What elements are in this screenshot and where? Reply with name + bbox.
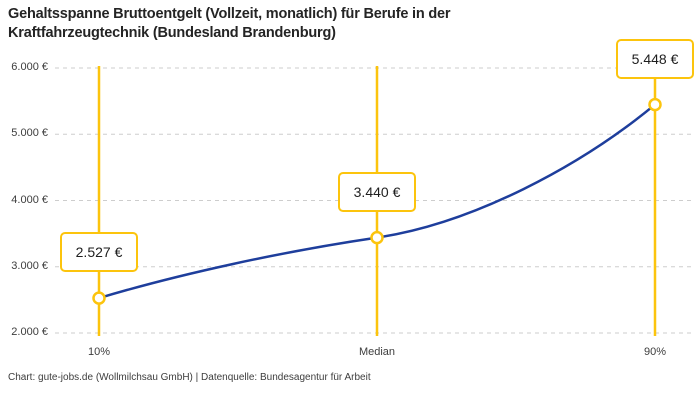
y-axis-tick-5000: 5.000 € xyxy=(11,127,48,140)
x-axis-label-90pct: 90% xyxy=(643,346,667,358)
x-axis-label-10pct: 10% xyxy=(87,346,111,358)
value-label-90pct: 5.448 € xyxy=(616,38,694,79)
data-point-marker xyxy=(92,291,106,305)
y-axis-tick-3000: 3.000 € xyxy=(11,259,48,272)
chart-title-line1: Gehaltsspanne Bruttoentgelt (Vollzeit, m… xyxy=(8,6,451,22)
data-point-marker xyxy=(648,97,662,112)
chart-source-footer: Chart: gute-jobs.de (Wollmilchsau GmbH) … xyxy=(8,372,371,383)
x-axis-label-median: Median xyxy=(358,346,396,358)
value-label-10pct-text: 2.527 € xyxy=(75,244,123,261)
y-axis-tick-2000: 2.000 € xyxy=(11,326,48,338)
value-label-90pct-text: 5.448 € xyxy=(631,50,679,67)
y-axis-tick-6000: 6.000 € xyxy=(11,61,48,73)
y-axis-tick-4000: 4.000 € xyxy=(11,193,48,206)
value-label-median: 3.440 € xyxy=(338,171,416,212)
chart-title-line2: Kraftfahrzeugtechnik (Bundesland Branden… xyxy=(8,25,336,41)
data-point-marker xyxy=(370,230,384,245)
chart-title: Gehaltsspanne Bruttoentgelt (Vollzeit, m… xyxy=(8,5,451,43)
value-label-10pct: 2.527 € xyxy=(60,232,138,273)
value-label-median-text: 3.440 € xyxy=(353,183,401,200)
